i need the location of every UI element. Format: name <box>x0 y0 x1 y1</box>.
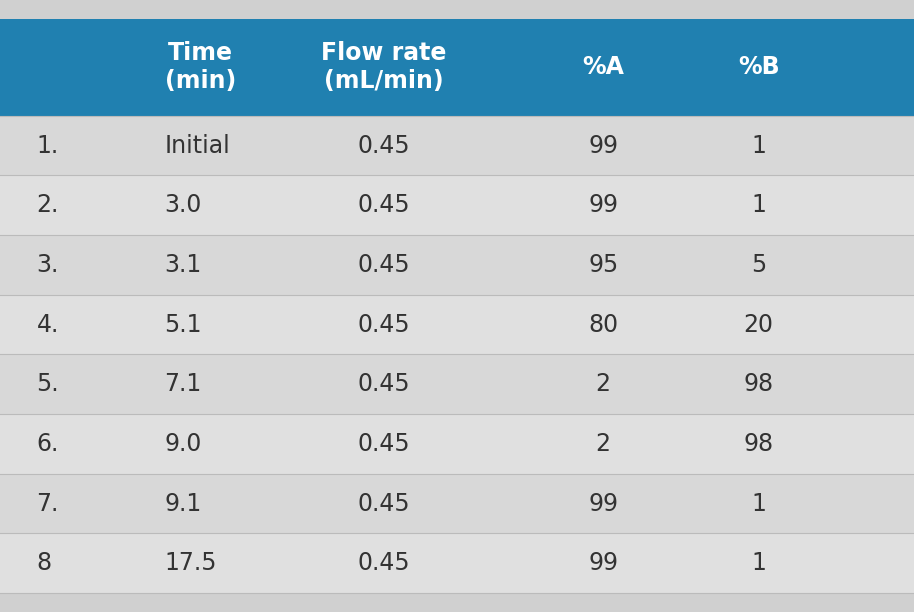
Text: 0.45: 0.45 <box>357 313 410 337</box>
Text: 2: 2 <box>596 372 611 396</box>
Text: 0.45: 0.45 <box>357 491 410 515</box>
Text: Initial: Initial <box>165 133 230 157</box>
Text: 99: 99 <box>589 491 618 515</box>
Text: 5.: 5. <box>37 372 59 396</box>
Bar <box>0 19 914 116</box>
Bar <box>0 474 914 533</box>
Text: 99: 99 <box>589 551 618 575</box>
Text: 2: 2 <box>596 432 611 456</box>
Text: 9.0: 9.0 <box>165 432 202 456</box>
Text: 99: 99 <box>589 193 618 217</box>
Text: 3.: 3. <box>37 253 58 277</box>
Text: 2.: 2. <box>37 193 58 217</box>
Text: 6.: 6. <box>37 432 58 456</box>
Text: 5.1: 5.1 <box>165 313 202 337</box>
Text: 1: 1 <box>751 491 766 515</box>
Bar <box>0 116 914 176</box>
Text: 5: 5 <box>751 253 766 277</box>
Text: 4.: 4. <box>37 313 58 337</box>
Text: 99: 99 <box>589 133 618 157</box>
Text: %A: %A <box>582 55 624 80</box>
Text: 20: 20 <box>744 313 773 337</box>
Bar <box>0 294 914 354</box>
Text: 7.1: 7.1 <box>165 372 202 396</box>
Text: Time
(min): Time (min) <box>165 42 236 93</box>
Text: 1: 1 <box>751 551 766 575</box>
Text: 0.45: 0.45 <box>357 551 410 575</box>
Text: 0.45: 0.45 <box>357 133 410 157</box>
Text: 1.: 1. <box>37 133 58 157</box>
Bar <box>0 533 914 593</box>
Bar <box>0 354 914 414</box>
Text: 1: 1 <box>751 133 766 157</box>
Text: 0.45: 0.45 <box>357 193 410 217</box>
Text: 98: 98 <box>744 432 773 456</box>
Text: %B: %B <box>738 55 780 80</box>
Text: Flow rate
(mL/min): Flow rate (mL/min) <box>321 42 447 93</box>
Text: 80: 80 <box>589 313 618 337</box>
Bar <box>0 414 914 474</box>
Text: 7.: 7. <box>37 491 58 515</box>
Text: 95: 95 <box>588 253 619 277</box>
Text: 0.45: 0.45 <box>357 253 410 277</box>
Text: 0.45: 0.45 <box>357 372 410 396</box>
Text: 17.5: 17.5 <box>165 551 217 575</box>
Bar <box>0 235 914 294</box>
Text: 3.1: 3.1 <box>165 253 202 277</box>
Text: 9.1: 9.1 <box>165 491 202 515</box>
Text: 1: 1 <box>751 193 766 217</box>
Text: 98: 98 <box>744 372 773 396</box>
Bar <box>0 176 914 235</box>
Text: 3.0: 3.0 <box>165 193 202 217</box>
Text: 8: 8 <box>37 551 52 575</box>
Text: 0.45: 0.45 <box>357 432 410 456</box>
